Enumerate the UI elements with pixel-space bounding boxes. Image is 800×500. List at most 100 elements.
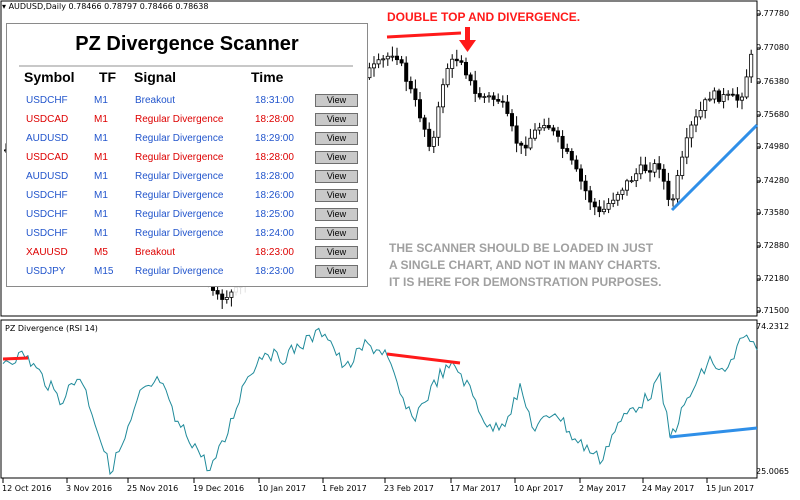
candle-body xyxy=(684,137,689,158)
candle-body xyxy=(730,93,735,96)
row-signal: Regular Divergence xyxy=(135,228,224,239)
candle-body xyxy=(486,95,491,98)
candle-body xyxy=(220,293,225,300)
price-axis-label: 0.76380 xyxy=(756,77,790,86)
candle-body xyxy=(505,101,510,114)
candle-body xyxy=(652,163,657,173)
row-timeframe: M1 xyxy=(94,228,108,239)
rsi-axis-min: 25.0065 xyxy=(756,467,790,476)
view-button[interactable]: View xyxy=(315,94,358,107)
view-button[interactable]: View xyxy=(315,132,358,145)
row-signal: Regular Divergence xyxy=(135,266,224,277)
view-button[interactable]: View xyxy=(315,170,358,183)
row-symbol: USDCAD xyxy=(26,114,69,125)
header-time: Time xyxy=(251,69,284,85)
candle-body xyxy=(680,156,685,176)
candle-body xyxy=(740,96,745,101)
price-axis-label: 0.72880 xyxy=(756,241,790,250)
candle-body xyxy=(707,98,712,101)
candle-body xyxy=(431,136,436,147)
scanner-row: AUDUSD M1 Regular Divergence 18:28:00 View xyxy=(7,168,367,187)
scanner-row: AUDUSD M1 Regular Divergence 18:29:00 View xyxy=(7,130,367,149)
double-top-annotation: DOUBLE TOP AND DIVERGENCE. xyxy=(387,10,581,24)
view-button[interactable]: View xyxy=(315,246,358,259)
candle-body xyxy=(542,125,547,129)
candle-body xyxy=(657,163,662,170)
date-axis-label: 24 May 2017 xyxy=(642,484,695,493)
candle-body xyxy=(533,129,538,139)
candle-body xyxy=(638,164,643,175)
candle-body xyxy=(233,287,238,293)
candle-body xyxy=(560,135,565,149)
date-axis-label: 25 Nov 2016 xyxy=(127,484,179,493)
price-axis-label: 0.73580 xyxy=(756,208,790,217)
note-line: THE SCANNER SHOULD BE LOADED IN JUST xyxy=(389,241,654,255)
candle-body xyxy=(611,199,616,204)
candle-body xyxy=(468,74,473,82)
header-signal: Signal xyxy=(134,69,177,85)
price-axis-label: 0.71500 xyxy=(756,306,790,315)
scanner-title: PZ Divergence Scanner xyxy=(75,33,299,55)
row-signal: Regular Divergence xyxy=(135,209,224,220)
candle-body xyxy=(422,117,427,130)
candle-body xyxy=(712,90,717,100)
candle-body xyxy=(689,124,694,139)
candle-body xyxy=(509,113,514,127)
candle-body xyxy=(694,116,699,126)
view-button[interactable]: View xyxy=(315,265,358,278)
scanner-row: USDCHF M1 Regular Divergence 18:26:00 View xyxy=(7,187,367,206)
candle-body xyxy=(477,93,482,98)
candle-body xyxy=(602,208,607,213)
candle-body xyxy=(528,137,533,149)
candle-body xyxy=(390,55,395,58)
row-symbol: AUDUSD xyxy=(26,133,69,144)
scanner-row: XAUUSD M5 Breakout 18:23:00 View xyxy=(7,244,367,263)
price-axis-label: 0.77780 xyxy=(756,9,790,18)
view-button[interactable]: View xyxy=(315,113,358,126)
price-axis-label: 0.77080 xyxy=(756,43,790,52)
candle-body xyxy=(721,94,726,102)
candle-body xyxy=(215,290,220,295)
candle-body xyxy=(565,148,570,152)
date-axis-label: 10 Jan 2017 xyxy=(258,484,306,493)
candle-body xyxy=(597,206,602,213)
view-button[interactable]: View xyxy=(315,208,358,221)
row-symbol: USDCHF xyxy=(26,190,68,201)
double-top-line xyxy=(386,31,462,39)
row-timeframe: M15 xyxy=(94,266,114,277)
view-button[interactable]: View xyxy=(315,227,358,240)
row-timeframe: M1 xyxy=(94,114,108,125)
candle-body xyxy=(661,168,666,182)
dropdown-icon[interactable]: ▾ xyxy=(2,2,7,11)
candle-body xyxy=(588,190,593,203)
candle-body xyxy=(574,159,579,170)
row-timeframe: M1 xyxy=(94,152,108,163)
candle-body xyxy=(519,142,524,146)
row-timeframe: M5 xyxy=(94,247,108,258)
candle-body xyxy=(445,68,450,86)
row-symbol: AUDUSD xyxy=(26,171,69,182)
price-panel-frame xyxy=(0,0,758,317)
candle-body xyxy=(496,99,501,102)
row-timeframe: M1 xyxy=(94,171,108,182)
view-button[interactable]: View xyxy=(315,189,358,202)
candle-body xyxy=(744,76,749,98)
chart-title: ▾ AUDUSD,Daily 0.78466 0.78797 0.78466 0… xyxy=(2,2,208,11)
view-button[interactable]: View xyxy=(315,151,358,164)
row-time: 18:28:00 xyxy=(255,152,294,163)
row-time: 18:24:00 xyxy=(255,228,294,239)
candle-body xyxy=(385,55,390,60)
candle-body xyxy=(459,60,464,63)
candle-body xyxy=(417,99,422,119)
candle-body xyxy=(556,130,561,137)
candle-body xyxy=(726,93,731,96)
candle-body xyxy=(500,100,505,103)
row-time: 18:31:00 xyxy=(255,95,294,106)
candle-body xyxy=(620,189,625,195)
row-signal: Regular Divergence xyxy=(135,114,224,125)
indicator-title: PZ Divergence (RSI 14) xyxy=(5,324,98,333)
header-symbol: Symbol xyxy=(24,69,75,85)
scanner-row: USDJPY M15 Regular Divergence 18:23:00 View xyxy=(7,263,367,282)
candle-body xyxy=(436,106,441,138)
row-symbol: USDJPY xyxy=(26,266,66,277)
